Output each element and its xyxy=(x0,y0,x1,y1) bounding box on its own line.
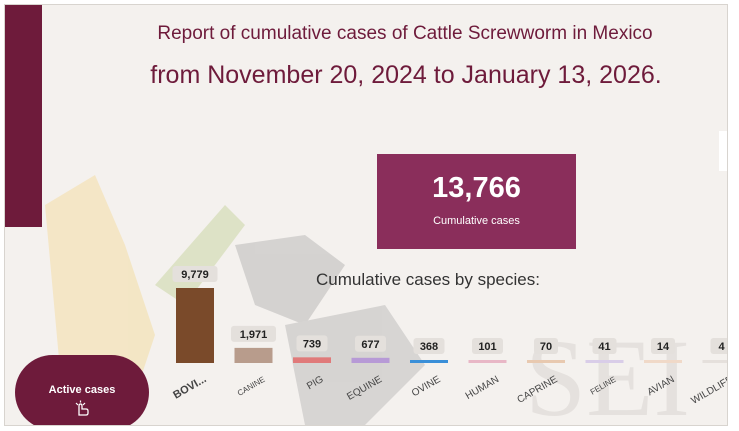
value-label-2: 739 xyxy=(303,338,321,350)
left-accent-bar xyxy=(5,5,42,227)
value-label-6: 70 xyxy=(540,341,552,353)
category-label-7: FELINE xyxy=(589,375,618,397)
right-edge-strip xyxy=(719,131,727,171)
value-label-bg-8 xyxy=(651,338,675,354)
bar-7[interactable] xyxy=(585,360,624,363)
bar-0[interactable] xyxy=(176,288,214,363)
value-label-bg-5 xyxy=(472,338,503,354)
value-label-7: 41 xyxy=(598,341,610,353)
total-cases-label: Cumulative cases xyxy=(433,215,520,227)
chart-title: Cumulative cases by species: xyxy=(316,270,540,289)
value-label-bg-9 xyxy=(710,338,727,354)
value-label-bg-7 xyxy=(592,338,617,354)
category-label-4: OVINE xyxy=(410,374,443,399)
report-panel: SEI Report of cumulative cases of Cattle… xyxy=(4,4,728,426)
total-cases-value: 13,766 xyxy=(432,172,521,204)
category-label-9: WILDLIFE xyxy=(690,374,727,407)
hand-pointer-icon xyxy=(75,400,89,416)
bar-8[interactable] xyxy=(644,360,682,363)
bar-3[interactable] xyxy=(351,357,390,363)
value-label-1: 1,971 xyxy=(240,329,268,341)
value-label-bg-2 xyxy=(296,335,328,352)
category-label-0: BOVI... xyxy=(171,373,208,401)
value-label-bg-3 xyxy=(355,335,386,352)
value-label-bg-6 xyxy=(534,338,558,354)
value-label-bg-1 xyxy=(231,325,276,342)
total-cases-card: 13,766 Cumulative cases xyxy=(377,154,576,249)
category-label-6: CAPRINE xyxy=(516,374,560,406)
bar-1[interactable] xyxy=(234,347,273,363)
watermark-letters: SEI xyxy=(525,317,690,425)
bar-6[interactable] xyxy=(527,360,565,363)
category-label-5: HUMAN xyxy=(464,374,501,402)
active-cases-label: Active cases xyxy=(48,384,116,396)
value-label-bg-4 xyxy=(413,338,445,354)
bar-5[interactable] xyxy=(468,360,507,363)
value-label-8: 14 xyxy=(657,341,670,353)
bar-9[interactable] xyxy=(702,360,728,363)
report-date-range: from November 20, 2024 to January 13, 20… xyxy=(150,61,662,89)
category-label-8: AVIAN xyxy=(646,374,677,398)
watermark-shape-gray xyxy=(235,235,345,325)
watermark-shape-gray-2 xyxy=(285,305,425,425)
value-label-0: 9,779 xyxy=(181,269,209,281)
category-label-1: CANINE xyxy=(236,375,267,398)
value-label-5: 101 xyxy=(478,341,496,353)
category-label-2: PIG xyxy=(305,374,326,392)
bar-2[interactable] xyxy=(293,357,331,363)
category-label-3: EQUINE xyxy=(345,374,384,403)
value-label-9: 4 xyxy=(718,341,725,353)
bar-4[interactable] xyxy=(410,360,448,363)
value-label-3: 677 xyxy=(361,339,379,351)
value-label-bg-0 xyxy=(172,266,218,282)
species-bar-chart: 9,779 BOVI... 1,971 CANINE 739 PIG 677 EQUINE 36… xyxy=(171,266,728,407)
value-label-4: 368 xyxy=(420,341,438,353)
active-cases-button[interactable]: Active cases xyxy=(15,355,149,425)
report-title: Report of cumulative cases of Cattle Scr… xyxy=(157,23,653,44)
